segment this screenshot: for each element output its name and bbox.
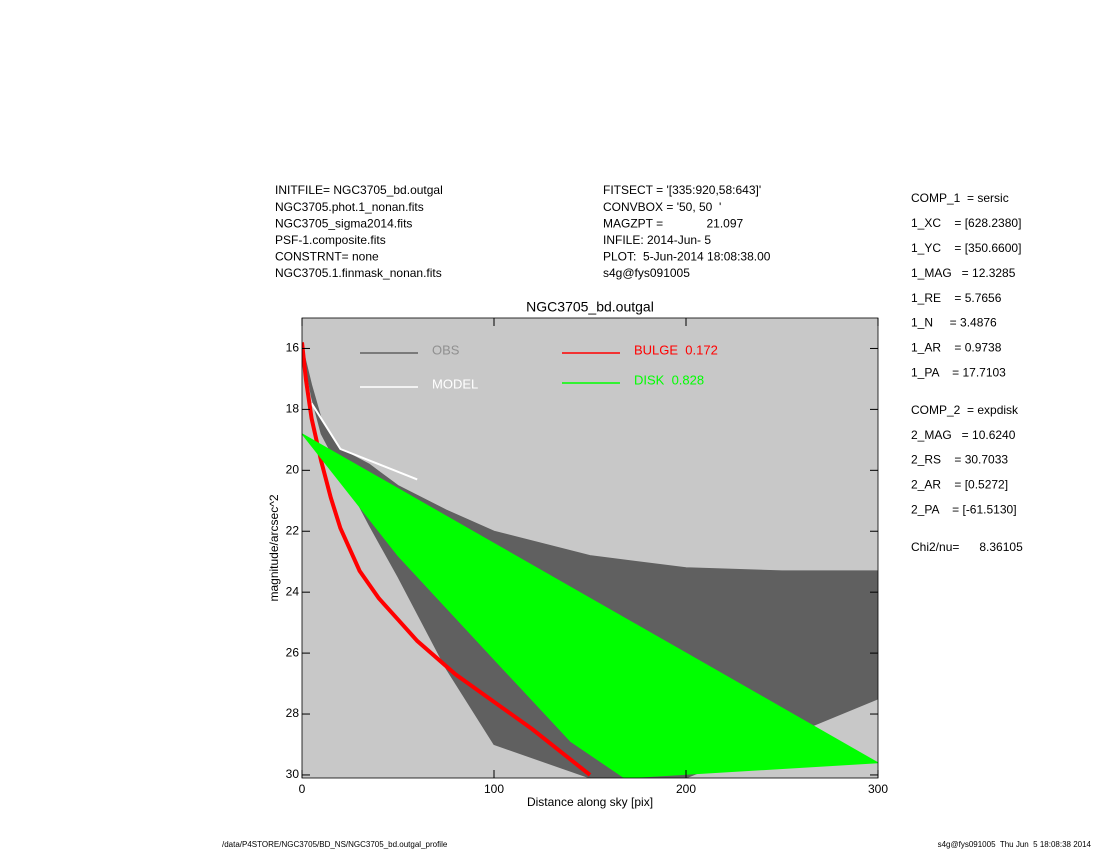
y-tick-label: 26 <box>286 645 300 659</box>
fit-parameter: 1_XC = [628.2380] <box>911 216 1021 230</box>
x-tick-label: 200 <box>676 782 696 796</box>
header-line: s4g@fys091005 <box>603 266 690 280</box>
y-tick-label: 18 <box>286 402 300 416</box>
fit-parameter: 1_PA = 17.7103 <box>911 365 1006 379</box>
header-line: FITSECT = '[335:920,58:643]' <box>603 183 761 197</box>
chart-title: NGC3705_bd.outgal <box>526 299 654 315</box>
fit-parameter: 1_N = 3.4876 <box>911 316 997 330</box>
fit-parameter: 2_MAG = 10.6240 <box>911 428 1016 442</box>
series-line <box>302 342 592 777</box>
footer-stamp: s4g@fys091005 Thu Jun 5 18:08:38 2014 <box>938 840 1092 849</box>
fit-parameter: 1_RE = 5.7656 <box>911 291 1002 305</box>
y-tick-label: 30 <box>286 767 300 781</box>
y-tick-label: 16 <box>286 341 300 355</box>
y-tick-label: 28 <box>286 706 300 720</box>
header-line: NGC3705.phot.1_nonan.fits <box>275 200 424 214</box>
fit-parameter: COMP_2 = expdisk <box>911 403 1019 417</box>
legend-label: DISK 0.828 <box>634 372 704 387</box>
fit-parameter: 1_YC = [350.6600] <box>911 241 1021 255</box>
fit-parameter: 1_AR = 0.9738 <box>911 341 1002 355</box>
x-tick-label: 300 <box>868 782 888 796</box>
x-tick-label: 100 <box>484 782 504 796</box>
series-line <box>310 402 418 481</box>
fit-parameter: Chi2/nu= 8.36105 <box>911 540 1023 554</box>
fit-parameter: 2_AR = [0.5272] <box>911 478 1008 492</box>
header-line: INFILE: 2014-Jun- 5 <box>603 233 711 247</box>
fit-parameter: 2_PA = [-61.5130] <box>911 502 1017 516</box>
header-line: NGC3705.1.finmask_nonan.fits <box>275 266 442 280</box>
x-tick-label: 0 <box>299 782 306 796</box>
header-line: NGC3705_sigma2014.fits <box>275 216 412 230</box>
legend-label: OBS <box>432 342 460 357</box>
fit-parameter: COMP_1 = sersic <box>911 191 1009 205</box>
header-line: PLOT: 5-Jun-2014 18:08:38.00 <box>603 250 771 264</box>
header-line: INITFILE= NGC3705_bd.outgal <box>275 183 443 197</box>
fit-parameter: 1_MAG = 12.3285 <box>911 266 1016 280</box>
y-tick-label: 20 <box>286 462 300 476</box>
y-axis-label: magnitude/arcsec^2 <box>267 494 281 601</box>
header-line: CONVBOX = '50, 50 ' <box>603 200 721 214</box>
header-line: CONSTRNT= none <box>275 250 379 264</box>
x-axis-label: Distance along sky [pix] <box>527 795 653 809</box>
legend-label: BULGE 0.172 <box>634 342 718 357</box>
footer-path: /data/P4STORE/NGC3705/BD_NS/NGC3705_bd.o… <box>222 840 448 849</box>
fit-parameter: 2_RS = 30.7033 <box>911 453 1008 467</box>
legend-label: MODEL <box>432 376 478 391</box>
header-line: PSF-1.composite.fits <box>275 233 386 247</box>
series-band <box>302 433 878 778</box>
plot-frame <box>301 317 879 779</box>
y-tick-label: 22 <box>286 523 300 537</box>
header-line: MAGZPT = 21.097 <box>603 216 743 230</box>
plot-area <box>302 342 878 778</box>
y-tick-label: 24 <box>286 584 300 598</box>
